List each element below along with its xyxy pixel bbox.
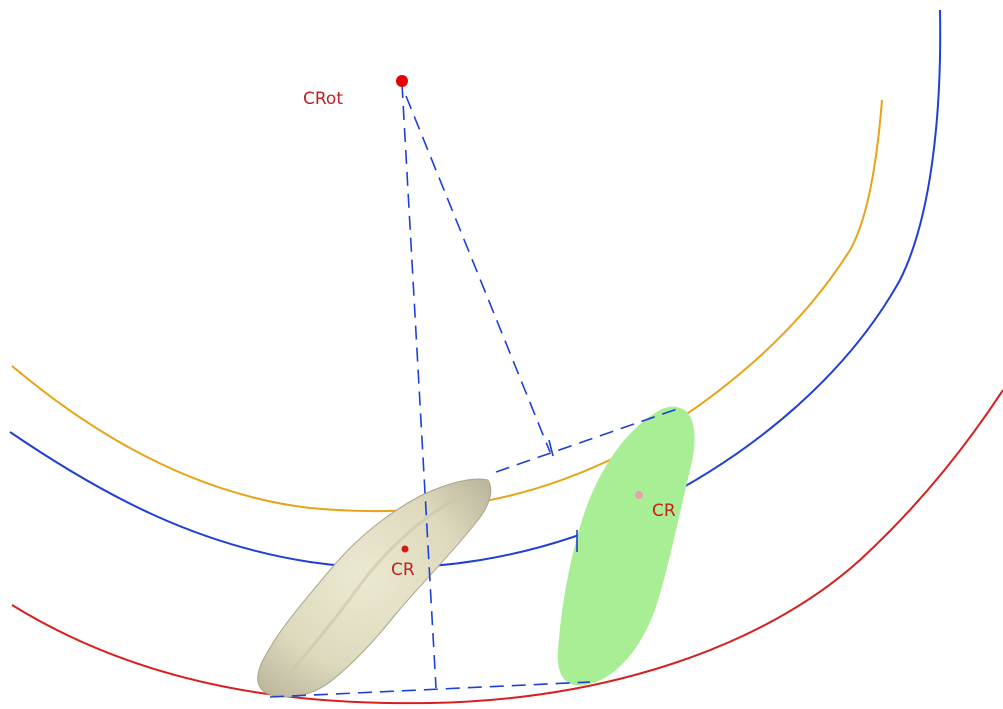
cr-label-moved: CR (652, 501, 676, 521)
cr-point-original (401, 545, 409, 553)
crot-label: CRot (303, 89, 343, 109)
original-tooth (257, 478, 492, 698)
cr-label-original: CR (391, 560, 415, 580)
outer-arc (11, 389, 1003, 705)
inner-arc (11, 99, 883, 513)
moved-tooth (557, 406, 695, 686)
crot-point (396, 75, 408, 87)
dashed-line-crot-to-base (401, 83, 437, 689)
cr-point-moved (635, 491, 643, 499)
dashed-line-top (495, 407, 681, 473)
perpendicular-tick (548, 439, 554, 457)
dashed-line-crot-to-perp (405, 95, 551, 453)
construction-lines (269, 83, 681, 698)
dashed-line-base (269, 681, 591, 698)
